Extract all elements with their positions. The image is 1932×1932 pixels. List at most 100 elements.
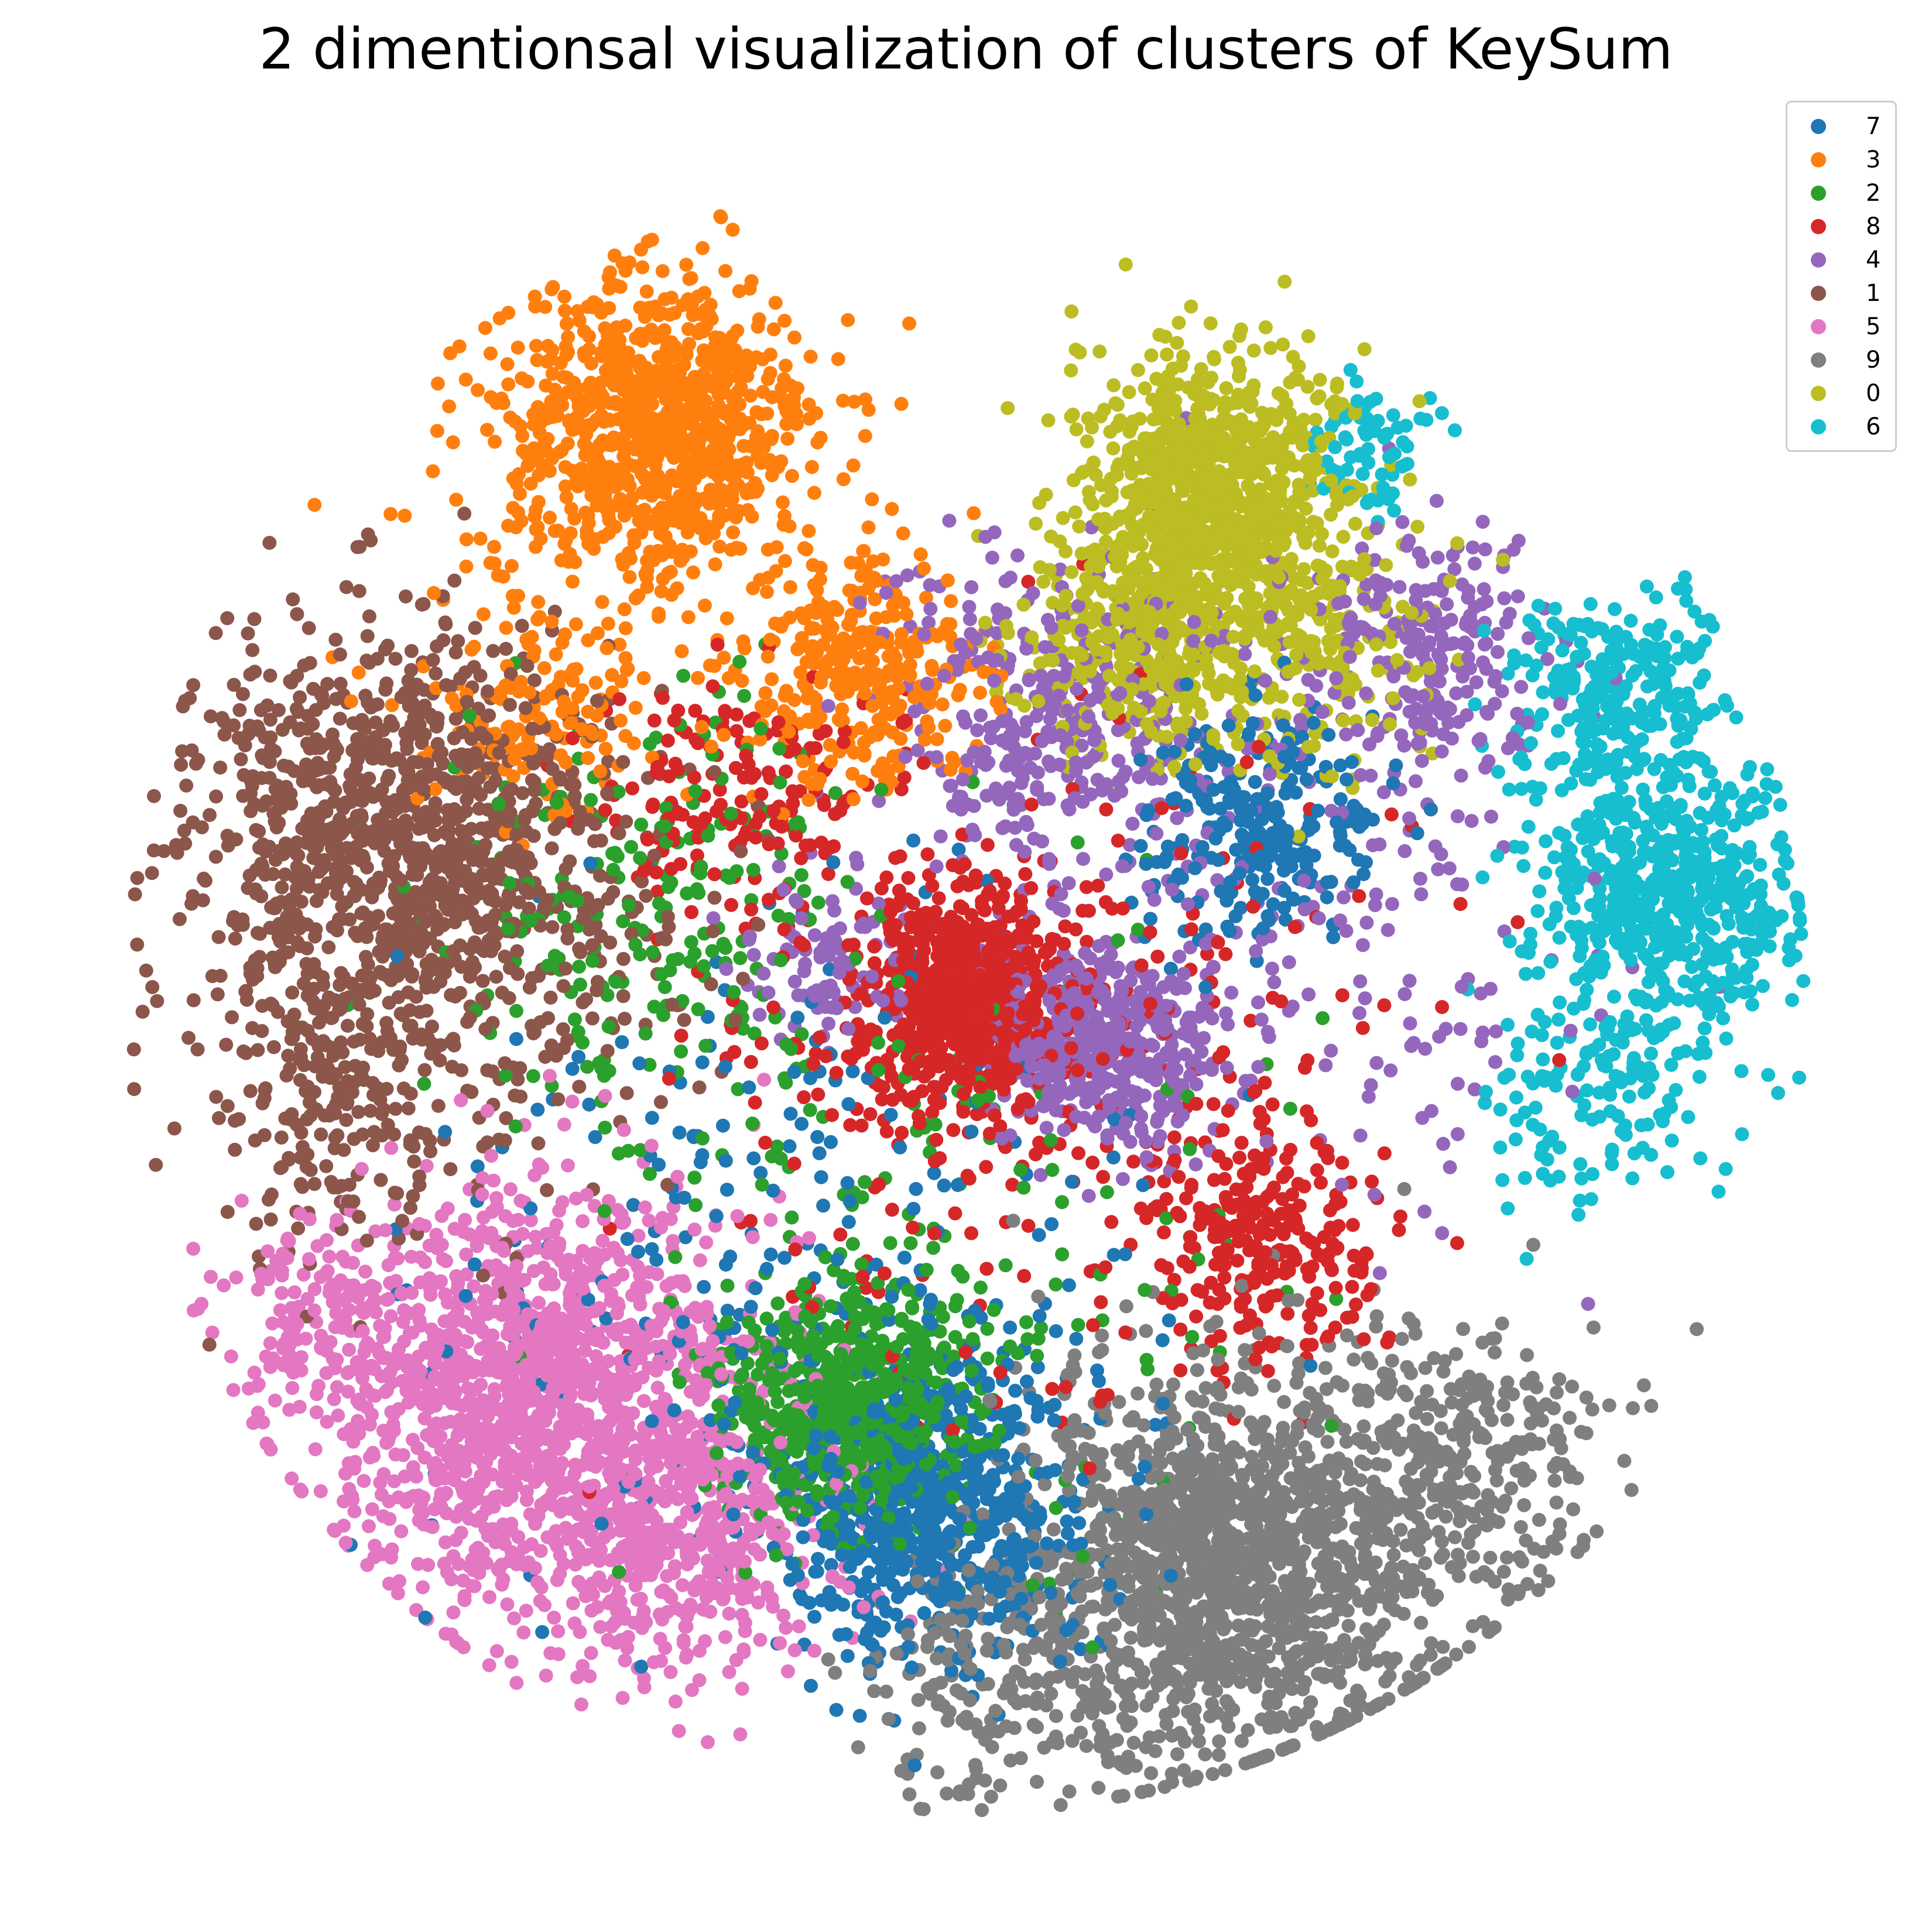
point-cluster-4 bbox=[1359, 916, 1374, 930]
point-cluster-6 bbox=[1569, 972, 1584, 986]
point-cluster-4 bbox=[1475, 515, 1490, 529]
point-cluster-2 bbox=[803, 1103, 817, 1117]
point-cluster-5 bbox=[322, 1249, 337, 1264]
point-cluster-7 bbox=[845, 1064, 860, 1078]
point-cluster-9 bbox=[1341, 1619, 1356, 1633]
point-cluster-7 bbox=[742, 1080, 756, 1095]
point-cluster-1 bbox=[340, 1019, 355, 1033]
point-cluster-0 bbox=[1222, 340, 1237, 354]
point-cluster-8 bbox=[598, 803, 612, 817]
point-cluster-9 bbox=[1049, 1709, 1063, 1723]
point-cluster-0 bbox=[1064, 363, 1078, 378]
point-cluster-5 bbox=[387, 1474, 402, 1489]
point-cluster-1 bbox=[333, 711, 347, 726]
point-cluster-4 bbox=[1369, 887, 1383, 902]
point-cluster-8 bbox=[645, 800, 660, 814]
point-cluster-0 bbox=[1219, 381, 1234, 395]
point-cluster-8 bbox=[1111, 833, 1125, 848]
point-cluster-5 bbox=[583, 1669, 597, 1684]
point-cluster-5 bbox=[519, 1604, 533, 1618]
point-cluster-5 bbox=[700, 1735, 715, 1749]
point-cluster-1 bbox=[146, 843, 161, 858]
point-cluster-9 bbox=[1062, 1784, 1077, 1799]
point-cluster-1 bbox=[226, 914, 240, 929]
point-cluster-5 bbox=[722, 1606, 737, 1621]
point-cluster-1 bbox=[194, 820, 209, 835]
point-cluster-8 bbox=[1310, 1163, 1324, 1177]
point-cluster-3 bbox=[636, 671, 651, 686]
point-cluster-6 bbox=[1606, 989, 1621, 1004]
point-cluster-1 bbox=[209, 1090, 224, 1104]
chart-title: 2 dimentionsal visualization of clusters… bbox=[259, 16, 1673, 82]
point-cluster-5 bbox=[557, 1117, 571, 1132]
point-cluster-7 bbox=[746, 1151, 761, 1166]
point-cluster-9 bbox=[1241, 1723, 1255, 1738]
point-cluster-2 bbox=[811, 895, 825, 910]
point-cluster-6 bbox=[1526, 1118, 1540, 1132]
point-cluster-1 bbox=[576, 995, 590, 1010]
point-cluster-2 bbox=[674, 1044, 688, 1059]
point-cluster-1 bbox=[342, 1177, 357, 1192]
point-cluster-4 bbox=[1467, 1082, 1482, 1097]
point-cluster-8 bbox=[727, 1045, 742, 1059]
point-cluster-6 bbox=[1771, 1085, 1786, 1100]
point-cluster-5 bbox=[444, 1572, 458, 1587]
point-cluster-4 bbox=[1395, 515, 1410, 529]
point-cluster-9 bbox=[1267, 1379, 1282, 1393]
point-cluster-1 bbox=[181, 1030, 196, 1045]
point-cluster-2 bbox=[1185, 1330, 1200, 1344]
point-cluster-1 bbox=[302, 621, 316, 635]
point-cluster-3 bbox=[885, 502, 899, 516]
point-cluster-1 bbox=[401, 985, 416, 1000]
point-cluster-4 bbox=[1210, 873, 1225, 888]
point-cluster-9 bbox=[1484, 1413, 1499, 1427]
point-cluster-6 bbox=[1386, 408, 1400, 423]
point-cluster-9 bbox=[894, 1763, 909, 1778]
point-cluster-6 bbox=[1692, 1070, 1707, 1084]
point-cluster-4 bbox=[1414, 887, 1429, 902]
point-cluster-3 bbox=[732, 284, 746, 299]
point-cluster-6 bbox=[1573, 1157, 1588, 1171]
point-cluster-1 bbox=[186, 993, 201, 1008]
point-cluster-9 bbox=[1205, 1697, 1220, 1711]
point-cluster-9 bbox=[1397, 1182, 1412, 1196]
point-cluster-0 bbox=[1080, 434, 1094, 448]
point-cluster-3 bbox=[459, 559, 474, 574]
point-cluster-3 bbox=[501, 377, 516, 392]
point-cluster-4 bbox=[872, 794, 886, 809]
point-cluster-1 bbox=[208, 849, 223, 864]
point-cluster-1 bbox=[556, 979, 571, 994]
point-cluster-5 bbox=[574, 1697, 588, 1712]
point-cluster-7 bbox=[626, 1198, 640, 1212]
point-cluster-9 bbox=[1541, 1574, 1556, 1588]
point-cluster-2 bbox=[955, 1269, 970, 1284]
point-cluster-8 bbox=[825, 1108, 839, 1122]
point-cluster-6 bbox=[1349, 374, 1364, 389]
point-cluster-5 bbox=[570, 1670, 584, 1684]
point-cluster-3 bbox=[831, 352, 845, 366]
point-cluster-3 bbox=[708, 557, 722, 571]
point-cluster-8 bbox=[1365, 1174, 1379, 1189]
point-cluster-8 bbox=[894, 782, 909, 797]
point-cluster-8 bbox=[1150, 950, 1165, 964]
point-cluster-8 bbox=[1352, 889, 1366, 903]
point-cluster-4 bbox=[1445, 548, 1460, 563]
point-cluster-4 bbox=[1353, 974, 1368, 989]
point-cluster-1 bbox=[251, 1043, 265, 1057]
point-cluster-4 bbox=[746, 948, 761, 962]
point-cluster-2 bbox=[647, 999, 662, 1014]
point-cluster-0 bbox=[1184, 299, 1198, 314]
point-cluster-9 bbox=[1496, 1398, 1510, 1412]
point-cluster-6 bbox=[1541, 632, 1556, 646]
point-cluster-9 bbox=[1549, 1495, 1564, 1510]
point-cluster-3 bbox=[511, 340, 525, 355]
point-cluster-5 bbox=[234, 1193, 249, 1208]
point-cluster-4 bbox=[1364, 1078, 1378, 1092]
point-cluster-5 bbox=[504, 1654, 519, 1669]
point-cluster-4 bbox=[1436, 1136, 1451, 1151]
point-cluster-5 bbox=[205, 1325, 220, 1340]
point-cluster-7 bbox=[927, 1166, 941, 1180]
point-cluster-1 bbox=[219, 1037, 234, 1052]
point-cluster-2 bbox=[903, 1236, 918, 1251]
point-cluster-6 bbox=[1447, 423, 1462, 437]
